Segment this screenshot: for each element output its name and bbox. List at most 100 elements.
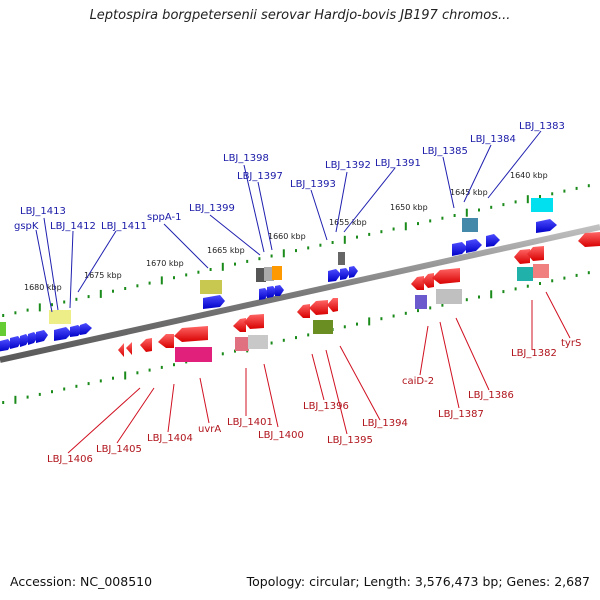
gene-arrow[interactable]: [422, 273, 434, 288]
gene-arrow[interactable]: [536, 219, 557, 233]
major-tick: [124, 371, 127, 380]
minor-tick: [563, 276, 566, 280]
gene-label[interactable]: LBJ_1411: [101, 221, 147, 232]
gene-label[interactable]: LBJ_1385: [422, 146, 468, 157]
gene-label[interactable]: LBJ_1405: [96, 444, 142, 455]
feature-block[interactable]: [313, 320, 333, 334]
gene-arrow[interactable]: [259, 288, 269, 300]
gene-label[interactable]: LBJ_1398: [223, 153, 269, 164]
minor-tick: [539, 195, 541, 198]
feature-block[interactable]: [49, 310, 71, 324]
gene-arrow[interactable]: [10, 336, 22, 349]
gene-arrow[interactable]: [174, 326, 208, 342]
leader-line: [343, 167, 396, 233]
gene-label[interactable]: LBJ_1384: [470, 134, 516, 145]
minor-tick: [429, 306, 432, 310]
gene-arrow[interactable]: [203, 295, 225, 309]
feature-block[interactable]: [256, 268, 266, 282]
gene-label[interactable]: LBJ_1391: [375, 158, 421, 169]
leader-line: [310, 189, 328, 241]
feature-block[interactable]: [175, 347, 212, 362]
gene-label[interactable]: LBJ_1383: [519, 121, 565, 132]
top-gene-labels: gspK LBJ_1413 LBJ_1412 LBJ_1411 sppA-1 L…: [14, 121, 565, 232]
gene-label[interactable]: gspK: [14, 221, 39, 232]
gene-label[interactable]: LBJ_1399: [189, 203, 235, 214]
feature-block[interactable]: [517, 267, 533, 281]
minor-tick: [380, 317, 383, 321]
feature-block[interactable]: [264, 267, 274, 281]
gene-arrow[interactable]: [118, 343, 124, 357]
minor-tick: [453, 214, 456, 217]
minor-tick: [392, 227, 395, 231]
gene-arrow[interactable]: [327, 298, 338, 312]
gene-arrow[interactable]: [233, 318, 246, 332]
minor-tick: [2, 314, 5, 317]
gene-label[interactable]: LBJ_1401: [227, 417, 273, 428]
gene-arrow[interactable]: [158, 334, 174, 348]
gene-label[interactable]: LBJ_1404: [147, 433, 193, 444]
gene-label[interactable]: LBJ_1413: [20, 206, 66, 217]
gene-arrow[interactable]: [527, 246, 544, 261]
feature-block[interactable]: [248, 335, 268, 349]
gene-label[interactable]: LBJ_1412: [50, 221, 96, 232]
gene-label[interactable]: LBJ_1386: [468, 390, 514, 401]
leader-line: [419, 325, 429, 376]
gene-label[interactable]: LBJ_1392: [325, 160, 371, 171]
feature-block[interactable]: [436, 289, 462, 304]
gene-label[interactable]: LBJ_1395: [327, 435, 373, 446]
gene-label[interactable]: uvrA: [198, 424, 221, 435]
feature-block[interactable]: [235, 337, 249, 351]
gene-arrow[interactable]: [36, 330, 48, 343]
gene-label[interactable]: LBJ_1397: [237, 171, 283, 182]
gene-arrow[interactable]: [267, 286, 277, 298]
feature-block[interactable]: [533, 264, 549, 278]
gene-label[interactable]: LBJ_1393: [290, 179, 336, 190]
gene-label[interactable]: LBJ_1394: [362, 418, 408, 429]
gene-label[interactable]: LBJ_1387: [438, 409, 484, 420]
major-tick: [343, 235, 346, 244]
feature-block[interactable]: [272, 266, 282, 280]
feature-block[interactable]: [0, 322, 6, 336]
minor-tick: [63, 300, 66, 304]
gene-arrow[interactable]: [578, 232, 600, 247]
gene-arrow[interactable]: [452, 242, 468, 256]
gene-arrow[interactable]: [126, 342, 132, 355]
gene-arrow[interactable]: [309, 300, 328, 315]
minor-tick: [270, 254, 273, 258]
gene-label[interactable]: tyrS: [561, 338, 581, 349]
leader-line: [463, 144, 492, 203]
gene-arrow[interactable]: [140, 338, 152, 352]
gene-arrow[interactable]: [340, 268, 350, 280]
gene-arrow[interactable]: [244, 314, 264, 329]
gene-arrow[interactable]: [486, 234, 500, 247]
gene-arrow[interactable]: [349, 266, 358, 278]
gene-arrow[interactable]: [275, 285, 284, 296]
gene-label[interactable]: LBJ_1396: [303, 401, 349, 412]
gene-arrow[interactable]: [514, 249, 530, 264]
gene-label[interactable]: LBJ_1382: [511, 348, 557, 359]
gene-arrow[interactable]: [466, 239, 482, 253]
gene-arrow[interactable]: [328, 269, 341, 282]
leader-line: [442, 156, 455, 209]
minor-tick: [514, 287, 517, 291]
gene-arrow[interactable]: [411, 276, 424, 290]
feature-block[interactable]: [462, 218, 478, 232]
gene-arrow[interactable]: [297, 304, 310, 318]
feature-block[interactable]: [531, 198, 553, 212]
gene-arrow[interactable]: [0, 339, 12, 352]
gene-arrow[interactable]: [80, 323, 92, 335]
feature-block[interactable]: [415, 295, 427, 309]
gene-label[interactable]: LBJ_1406: [47, 454, 93, 465]
gene-arrow[interactable]: [54, 327, 72, 341]
gene-label[interactable]: sppA-1: [147, 212, 182, 223]
gene-label[interactable]: caiD-2: [402, 376, 434, 387]
gene-arrow[interactable]: [432, 268, 460, 284]
feature-block[interactable]: [338, 252, 345, 265]
gene-label[interactable]: LBJ_1400: [258, 430, 304, 441]
gene-arrow[interactable]: [28, 332, 38, 345]
gene-arrow[interactable]: [20, 334, 30, 347]
minor-tick: [26, 308, 29, 312]
feature-block[interactable]: [200, 280, 222, 294]
